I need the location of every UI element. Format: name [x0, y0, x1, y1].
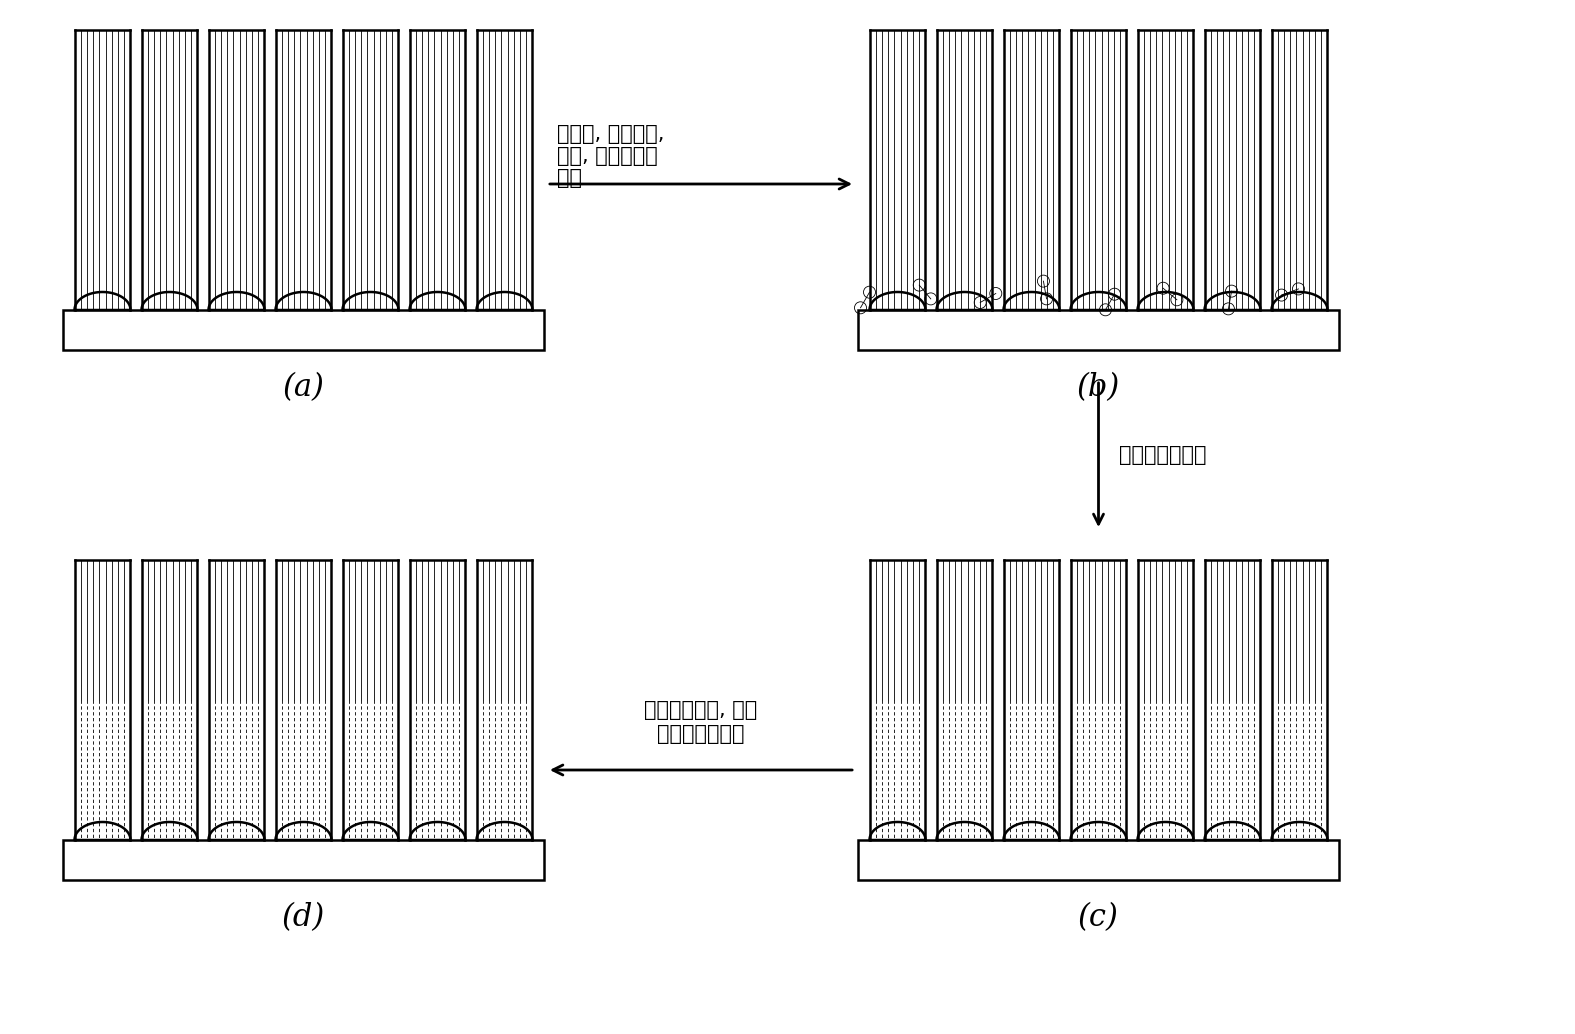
Polygon shape	[1205, 822, 1260, 840]
Polygon shape	[1137, 292, 1194, 310]
Polygon shape	[869, 822, 926, 840]
Text: (c): (c)	[1077, 902, 1118, 933]
Text: (b): (b)	[1077, 372, 1120, 403]
Polygon shape	[937, 822, 992, 840]
Text: 吹扫等分离操作: 吹扫等分离操作	[657, 724, 745, 744]
Polygon shape	[208, 292, 265, 310]
Polygon shape	[276, 292, 331, 310]
Polygon shape	[142, 292, 197, 310]
Polygon shape	[74, 292, 131, 310]
Polygon shape	[937, 292, 992, 310]
Text: 气氛: 气氛	[558, 168, 583, 188]
Polygon shape	[74, 822, 131, 840]
Polygon shape	[410, 292, 466, 310]
Text: 进行机械震动, 气流: 进行机械震动, 气流	[644, 700, 758, 720]
Polygon shape	[410, 822, 466, 840]
Polygon shape	[869, 292, 926, 310]
Bar	[63, 310, 543, 349]
Polygon shape	[1137, 822, 1194, 840]
Text: 高温下进行反应: 高温下进行反应	[1118, 445, 1206, 465]
Polygon shape	[1271, 292, 1328, 310]
Text: (d): (d)	[282, 902, 324, 933]
Polygon shape	[142, 822, 197, 840]
Polygon shape	[276, 822, 331, 840]
Bar	[63, 840, 543, 880]
Polygon shape	[1003, 822, 1060, 840]
Polygon shape	[1071, 292, 1126, 310]
Text: (a): (a)	[282, 372, 324, 403]
Polygon shape	[342, 822, 398, 840]
Polygon shape	[208, 822, 265, 840]
Polygon shape	[1003, 292, 1060, 310]
Text: 通入水, 二氧化碳,: 通入水, 二氧化碳,	[558, 124, 665, 144]
Bar	[858, 310, 1339, 349]
Polygon shape	[477, 292, 532, 310]
Polygon shape	[477, 822, 532, 840]
Polygon shape	[1271, 822, 1328, 840]
Text: 空气, 氧气等氧化: 空气, 氧气等氧化	[558, 146, 658, 166]
Bar	[858, 840, 1339, 880]
Polygon shape	[1071, 822, 1126, 840]
Polygon shape	[1205, 292, 1260, 310]
Polygon shape	[342, 292, 398, 310]
